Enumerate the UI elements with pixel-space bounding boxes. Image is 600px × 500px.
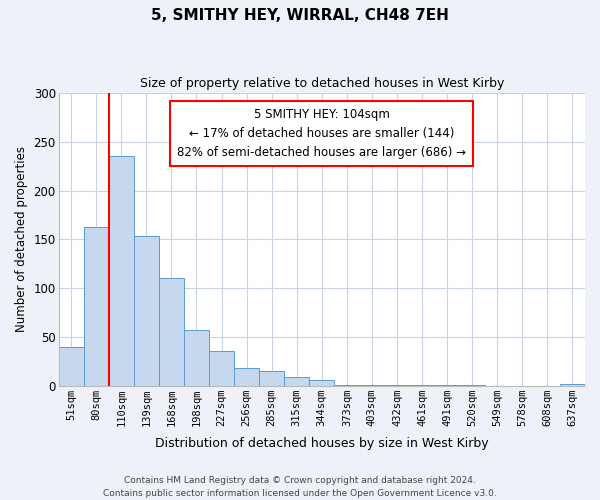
Y-axis label: Number of detached properties: Number of detached properties — [15, 146, 28, 332]
Bar — [59, 346, 83, 386]
Bar — [434, 384, 460, 386]
Bar — [410, 384, 434, 386]
Bar — [460, 384, 485, 386]
Bar — [359, 384, 385, 386]
Bar — [159, 278, 184, 386]
Title: Size of property relative to detached houses in West Kirby: Size of property relative to detached ho… — [140, 78, 504, 90]
Bar — [209, 352, 234, 386]
Text: 5 SMITHY HEY: 104sqm
← 17% of detached houses are smaller (144)
82% of semi-deta: 5 SMITHY HEY: 104sqm ← 17% of detached h… — [177, 108, 466, 158]
X-axis label: Distribution of detached houses by size in West Kirby: Distribution of detached houses by size … — [155, 437, 488, 450]
Bar — [385, 384, 410, 386]
Bar — [259, 371, 284, 386]
Bar — [284, 377, 309, 386]
Bar — [560, 384, 585, 386]
Bar — [234, 368, 259, 386]
Text: Contains HM Land Registry data © Crown copyright and database right 2024.
Contai: Contains HM Land Registry data © Crown c… — [103, 476, 497, 498]
Bar — [184, 330, 209, 386]
Bar — [83, 226, 109, 386]
Bar — [309, 380, 334, 386]
Text: 5, SMITHY HEY, WIRRAL, CH48 7EH: 5, SMITHY HEY, WIRRAL, CH48 7EH — [151, 8, 449, 22]
Bar — [134, 236, 159, 386]
Bar — [109, 156, 134, 386]
Bar — [334, 384, 359, 386]
